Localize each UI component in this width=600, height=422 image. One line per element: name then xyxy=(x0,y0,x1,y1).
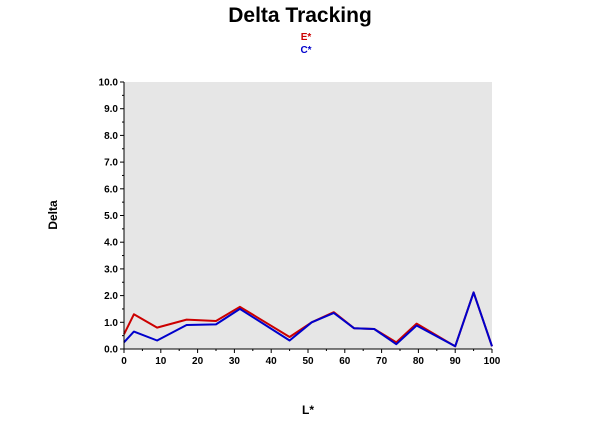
x-tick-label: 10 xyxy=(155,356,167,367)
y-tick-label: 10.0 xyxy=(99,78,119,89)
y-tick-label: 3.0 xyxy=(104,264,118,275)
plot-area xyxy=(124,82,492,349)
x-tick-label: 20 xyxy=(192,356,204,367)
axis-ticks: 0.0 1.0 2.0 3.0 4.0 5.0 6.0 7.0 8.0 9.0 10.0 0 10 20 3… xyxy=(99,78,501,368)
x-axis-label: L* xyxy=(302,403,314,417)
y-tick-label: 4.0 xyxy=(104,238,118,249)
x-tick-label: 30 xyxy=(229,356,241,367)
legend-entry-c: C* xyxy=(300,45,312,56)
legend-entry-e: E* xyxy=(300,32,312,43)
x-tick-label: 70 xyxy=(376,356,388,367)
x-tick-label: 0 xyxy=(121,356,127,367)
y-tick-label: 9.0 xyxy=(104,104,118,115)
y-tick-label: 8.0 xyxy=(104,131,118,142)
y-tick-label: 0.0 xyxy=(104,345,118,356)
x-tick-label: 50 xyxy=(302,356,314,367)
x-tick-label: 90 xyxy=(450,356,462,367)
x-tick-label: 100 xyxy=(484,356,501,367)
y-tick-label: 2.0 xyxy=(104,291,118,302)
y-tick-label: 7.0 xyxy=(104,158,118,169)
chart-title: Delta Tracking xyxy=(228,4,372,27)
x-tick-label: 80 xyxy=(413,356,425,367)
y-tick-label: 5.0 xyxy=(104,211,118,222)
x-tick-label: 60 xyxy=(339,356,351,367)
series-line-c xyxy=(123,291,493,348)
series-lines xyxy=(123,291,493,348)
y-tick-label: 1.0 xyxy=(104,318,118,329)
x-tick-label: 40 xyxy=(266,356,278,367)
y-tick-label: 6.0 xyxy=(104,184,118,195)
